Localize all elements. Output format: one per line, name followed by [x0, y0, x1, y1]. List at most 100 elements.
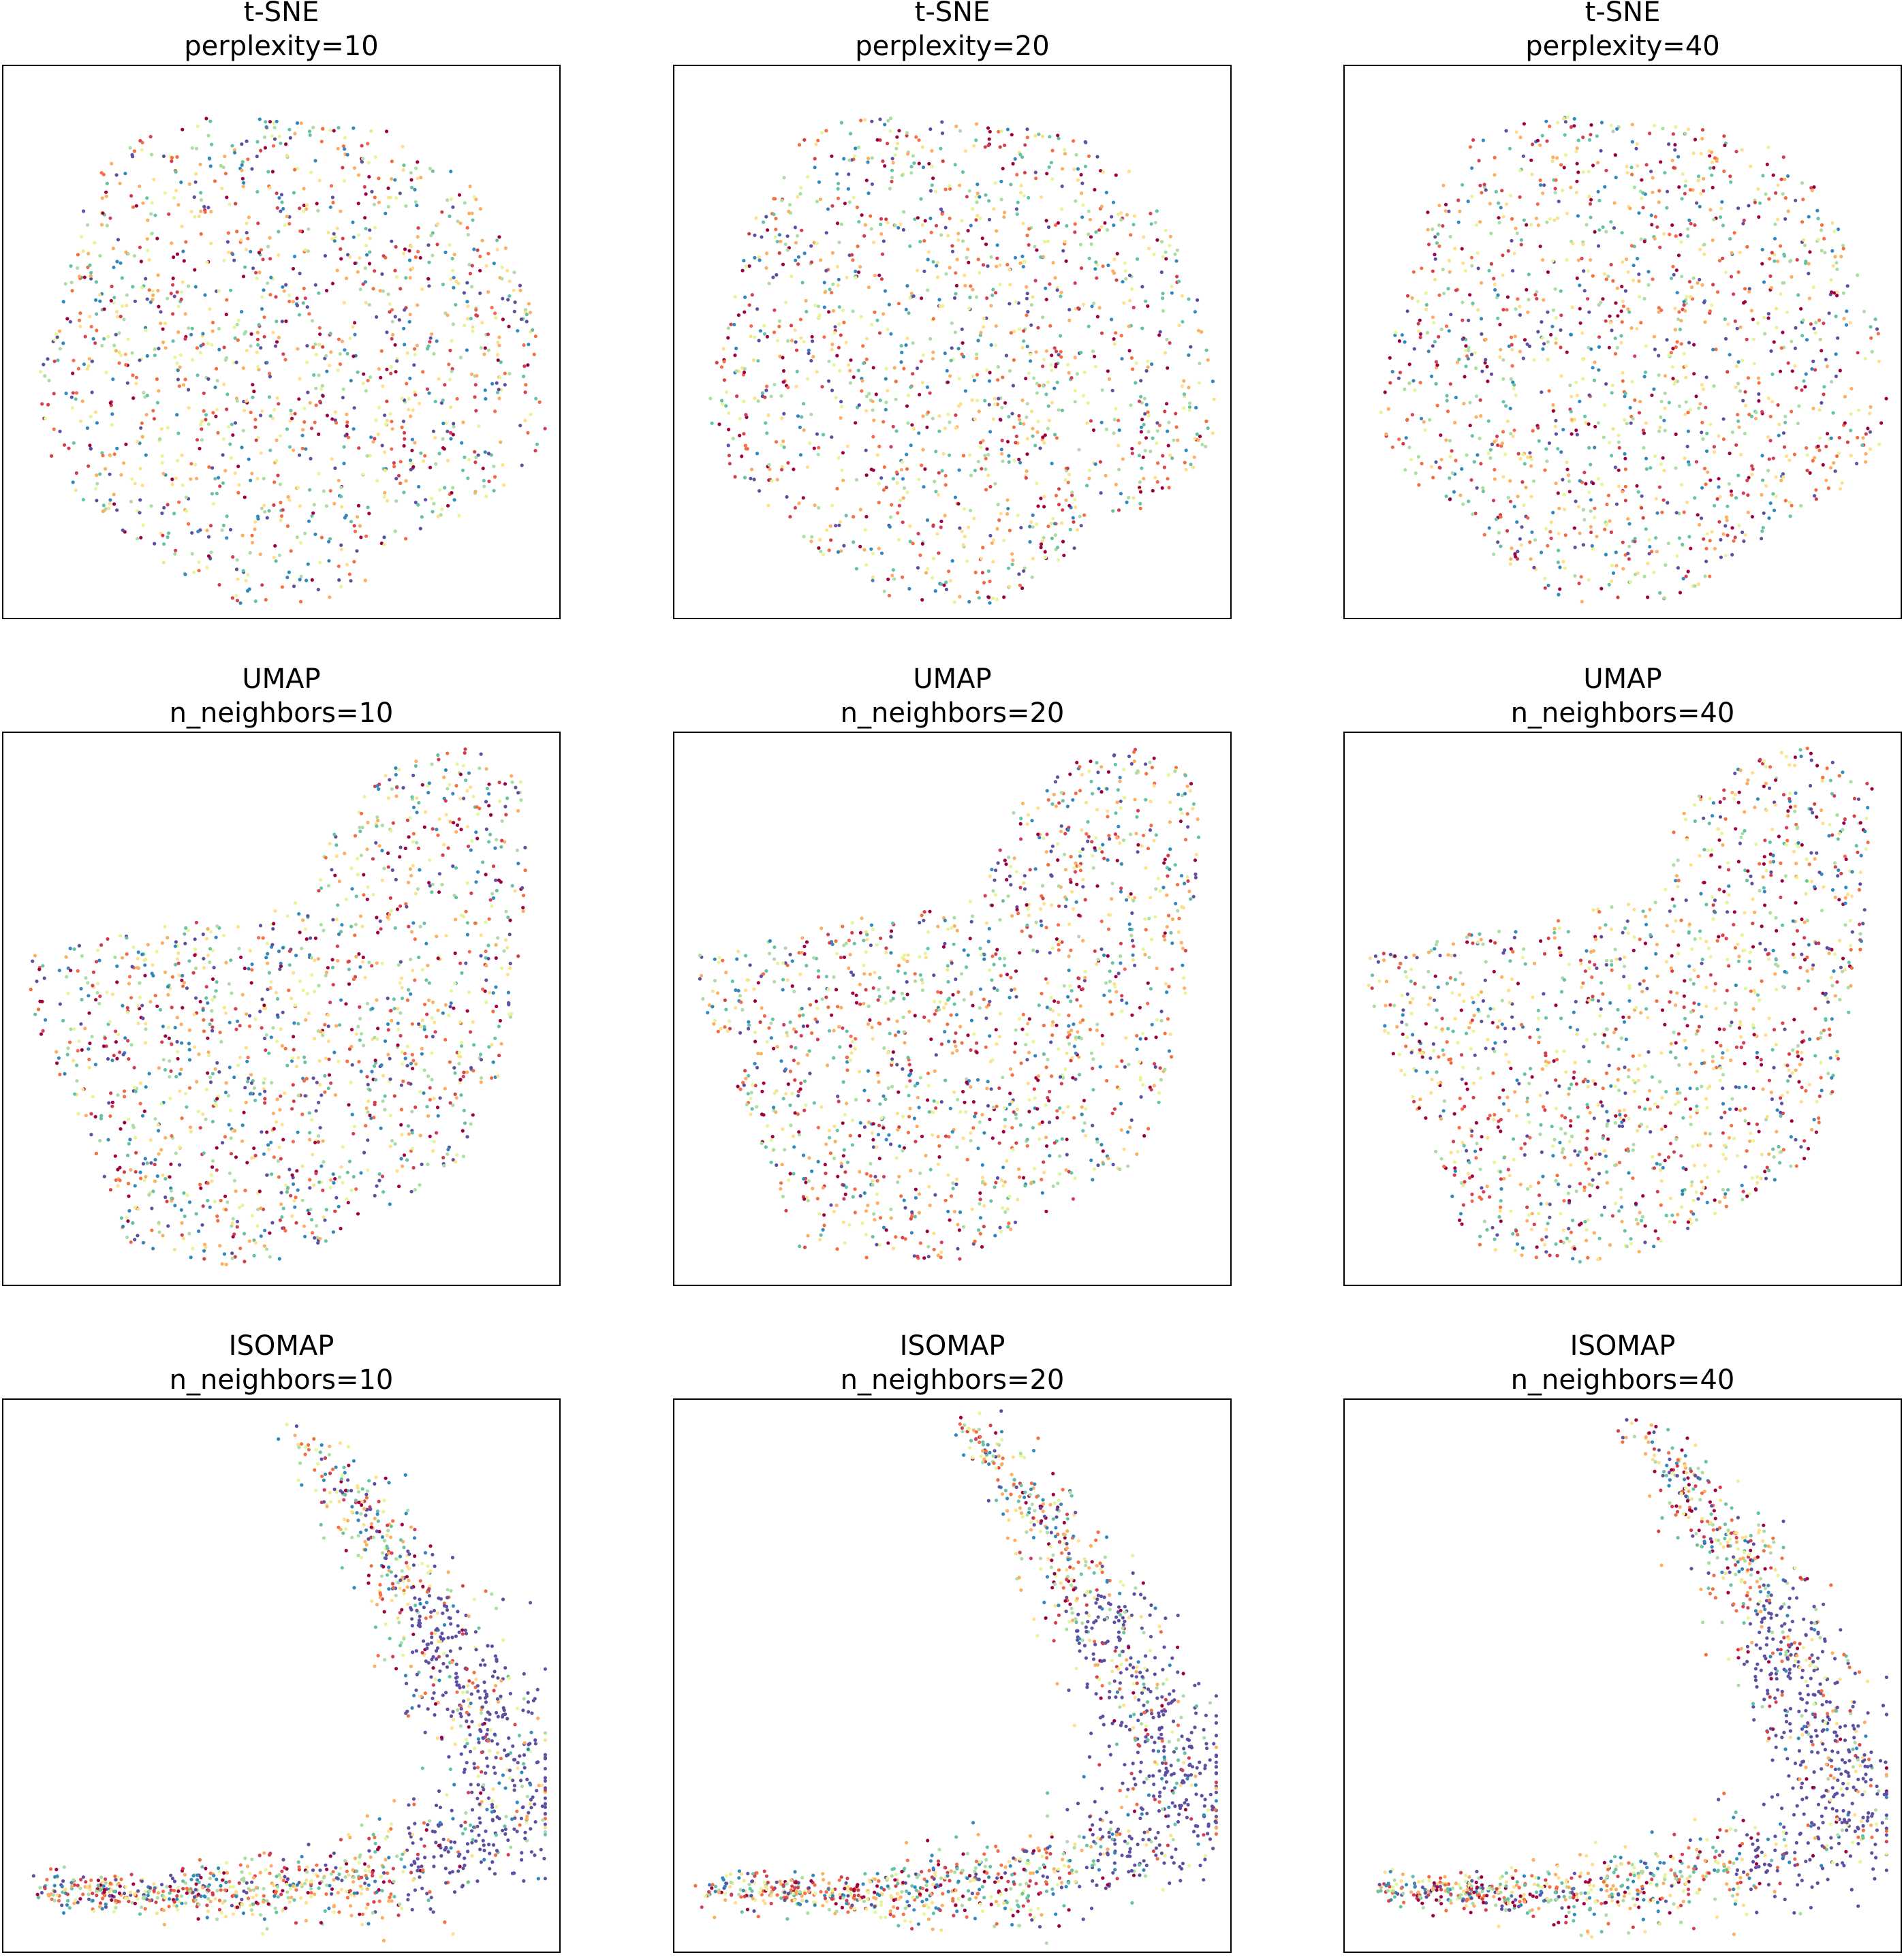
scatter-point	[1410, 413, 1414, 417]
scatter-point	[1630, 379, 1634, 383]
scatter-point	[820, 131, 824, 135]
scatter-point	[796, 195, 800, 199]
scatter-point	[1621, 540, 1625, 544]
scatter-point	[1674, 125, 1678, 129]
scatter-point	[153, 1179, 157, 1183]
scatter-point	[404, 204, 408, 208]
scatter-point	[495, 238, 499, 242]
scatter-point	[1125, 500, 1129, 505]
scatter-point	[1138, 490, 1143, 494]
scatter-point	[1414, 471, 1418, 475]
scatter-point	[298, 206, 302, 210]
scatter-point	[1484, 358, 1488, 362]
scatter-point	[775, 240, 779, 244]
scatter-point	[1072, 167, 1076, 172]
scatter-point	[270, 1221, 275, 1225]
scatter-point	[98, 253, 102, 258]
scatter-point	[1525, 223, 1529, 227]
scatter-point	[500, 265, 504, 270]
scatter-point	[1546, 583, 1550, 588]
scatter-point	[1073, 389, 1077, 393]
scatter-point	[1653, 347, 1657, 351]
scatter-point	[1674, 234, 1678, 238]
scatter-point	[413, 187, 417, 191]
scatter-point	[426, 277, 431, 281]
scatter-point	[895, 135, 899, 139]
scatter-point	[993, 181, 997, 185]
scatter-point	[187, 1058, 192, 1062]
scatter-point	[255, 140, 260, 144]
scatter-point	[1139, 379, 1143, 383]
scatter-point	[1461, 318, 1465, 322]
scatter-point	[77, 318, 82, 322]
scatter-point	[343, 516, 347, 520]
scatter-point	[134, 1150, 138, 1155]
scatter-point	[983, 145, 987, 149]
scatter-point	[943, 514, 947, 518]
plot-area	[2, 65, 561, 619]
scatter-point	[451, 268, 455, 272]
scatter-point	[813, 303, 817, 308]
scatter-point	[244, 330, 248, 334]
scatter-point	[411, 773, 416, 777]
scatter-point	[726, 443, 730, 448]
scatter-point	[743, 295, 747, 299]
scatter-point	[995, 597, 999, 601]
scatter-point	[351, 220, 355, 224]
scatter-point	[1884, 396, 1888, 401]
scatter-point	[1514, 226, 1518, 230]
scatter-point	[989, 304, 993, 308]
scatter-point	[1470, 166, 1474, 170]
scatter-point	[1832, 291, 1837, 295]
scatter-point	[142, 390, 146, 394]
scatter-point	[1743, 533, 1747, 537]
scatter-point	[1674, 432, 1678, 437]
scatter-point	[307, 1111, 311, 1115]
scatter-point	[1770, 372, 1775, 376]
scatter-point	[1496, 443, 1500, 448]
scatter-point	[1578, 307, 1582, 311]
scatter-point	[193, 268, 197, 272]
scatter-point	[1647, 270, 1651, 274]
scatter-point	[324, 354, 328, 358]
scatter-point	[189, 332, 193, 336]
scatter-point	[1447, 329, 1451, 333]
scatter-point	[1106, 369, 1110, 373]
scatter-point	[971, 374, 975, 378]
scatter-point	[864, 563, 869, 567]
scatter-point	[69, 395, 74, 399]
scatter-point	[254, 438, 258, 442]
scatter-point	[837, 345, 841, 349]
scatter-point	[891, 568, 895, 572]
scatter-point	[1730, 493, 1734, 497]
scatter-point	[123, 1095, 127, 1099]
scatter-point	[283, 1229, 287, 1233]
scatter-point	[1749, 164, 1753, 168]
scatter-point	[160, 460, 164, 465]
scatter-point	[417, 484, 421, 489]
scatter-point	[411, 266, 415, 270]
scatter-point	[314, 1109, 318, 1113]
scatter-point	[1426, 210, 1430, 215]
scatter-point	[358, 826, 362, 830]
scatter-point	[1864, 460, 1868, 464]
scatter-point	[245, 399, 249, 403]
scatter-point	[940, 469, 944, 473]
scatter-point	[1864, 452, 1868, 456]
scatter-point	[1437, 223, 1441, 228]
scatter-point	[1808, 471, 1812, 475]
scatter-point	[901, 575, 905, 580]
scatter-point	[272, 555, 276, 560]
scatter-point	[1499, 444, 1503, 448]
scatter-point	[1028, 539, 1032, 544]
scatter-point	[1817, 448, 1822, 452]
scatter-point	[995, 264, 999, 268]
scatter-point	[1760, 529, 1764, 533]
scatter-point	[431, 510, 435, 514]
scatter-point	[180, 290, 184, 294]
scatter-point	[907, 311, 911, 315]
scatter-point	[1468, 293, 1472, 297]
scatter-point	[999, 179, 1003, 184]
scatter-point	[1692, 372, 1696, 376]
scatter-point	[997, 129, 1001, 134]
